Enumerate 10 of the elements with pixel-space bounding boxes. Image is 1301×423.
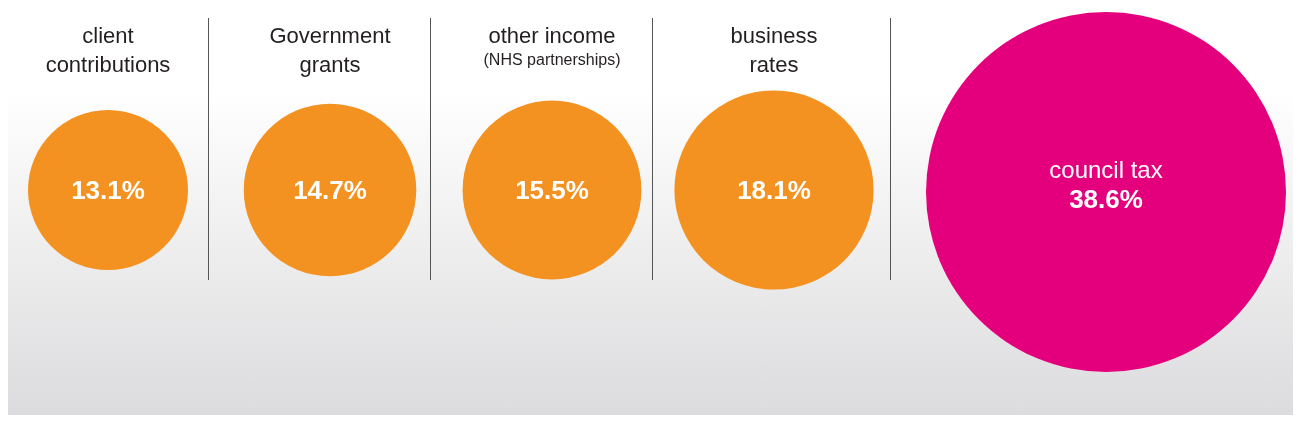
- data-label: 18.1%: [737, 175, 811, 205]
- category-label: other income (NHS partnerships): [483, 23, 621, 68]
- category-label: client contributions: [45, 23, 171, 77]
- data-label: 13.1%: [71, 175, 145, 205]
- data-label: 15.5%: [515, 175, 589, 205]
- category-label: council tax: [1049, 156, 1163, 183]
- category-label: Government grants: [269, 23, 391, 77]
- data-label: 38.6%: [1069, 184, 1143, 214]
- data-label: 14.7%: [293, 175, 367, 205]
- category-label: business rates: [730, 23, 818, 77]
